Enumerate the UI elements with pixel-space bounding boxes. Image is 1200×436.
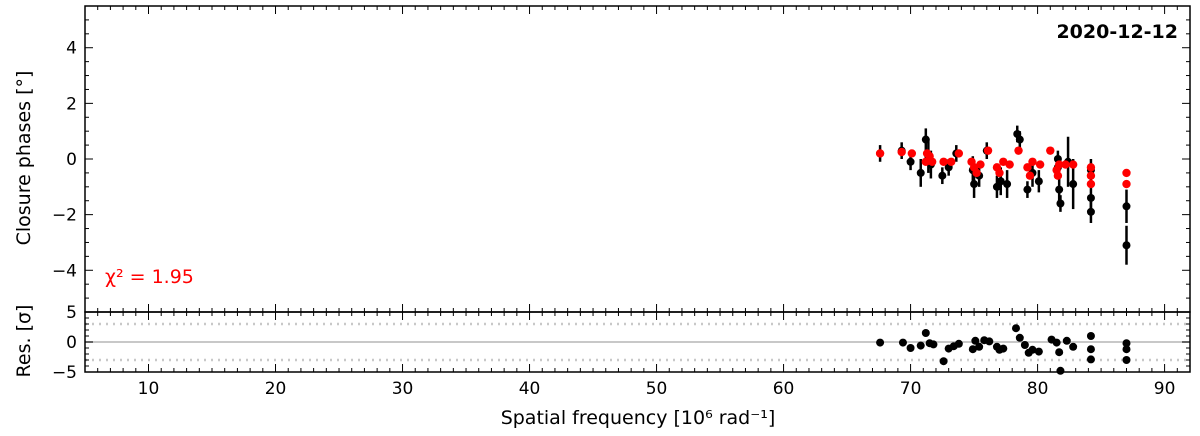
observed-point [1034, 177, 1043, 186]
model-point [1061, 160, 1070, 169]
observed-point [1069, 180, 1078, 189]
residual-point [1086, 332, 1095, 340]
model-point [1086, 171, 1096, 180]
model-point [1054, 160, 1064, 169]
observed-point [938, 171, 947, 180]
model-point [1086, 163, 1096, 172]
model-point [1046, 146, 1055, 155]
model-point [995, 168, 1004, 178]
residual-point [954, 339, 963, 348]
model-point [927, 157, 937, 166]
residual-point [968, 345, 977, 354]
residual-panel: 10 20 30 40 50 60 70 80 90 −5 0 5 [52, 303, 1191, 399]
y-tick-label: −2 [52, 206, 77, 226]
y-tick-label: 0 [66, 150, 77, 170]
residual-point [906, 344, 915, 352]
model-point [939, 157, 948, 166]
residual-point [898, 338, 907, 347]
residual-point [1015, 333, 1024, 342]
observed-point [906, 157, 915, 166]
observed-point [1122, 241, 1131, 250]
residual-point [1055, 348, 1064, 357]
residual-point [1056, 366, 1065, 375]
model-point [907, 149, 917, 158]
model-point [1053, 171, 1063, 180]
date-label: 2020-12-12 [1056, 21, 1178, 43]
residual-point [1020, 341, 1029, 349]
x-tick-label: 60 [773, 379, 795, 399]
model-point [897, 147, 906, 157]
x-tick-label: 30 [392, 379, 414, 399]
model-point [983, 146, 993, 155]
residual-point [921, 329, 930, 337]
observed-point [1003, 180, 1012, 189]
x-tick-label: 40 [519, 379, 541, 399]
residual-point [985, 337, 994, 346]
y-tick-label: 0 [66, 333, 77, 353]
residual-point [999, 344, 1008, 353]
y-tick-label: 4 [66, 39, 77, 59]
observed-point [996, 177, 1005, 186]
residual-point [1122, 345, 1131, 354]
model-point [1014, 146, 1023, 155]
x-tick-label: 20 [265, 379, 287, 399]
observed-point [1086, 193, 1095, 202]
closure-phase-panel: −4 −2 0 2 4 [52, 5, 1191, 313]
model-point [1068, 160, 1078, 169]
residual-point [1034, 347, 1043, 356]
top-frame [84, 5, 1191, 313]
model-point [954, 149, 964, 158]
observed-point [1015, 135, 1024, 144]
model-point [976, 160, 985, 169]
model-point [875, 149, 885, 158]
model-point [972, 168, 981, 178]
residual-point [1062, 336, 1071, 345]
residual-point [1122, 356, 1131, 364]
observed-point [1056, 199, 1065, 208]
model-point [1025, 171, 1035, 180]
residual-point [1069, 342, 1078, 351]
x-tick-label: 90 [1154, 379, 1176, 399]
residual-point [1086, 345, 1095, 354]
observed-point [1122, 202, 1131, 211]
residual-point [939, 357, 948, 366]
model-point [1005, 160, 1014, 169]
x-tick-label: 80 [1027, 379, 1049, 399]
y-tick-label: 2 [66, 94, 77, 114]
observed-point [970, 180, 979, 189]
residual-point [1028, 345, 1037, 354]
model-point [947, 157, 956, 166]
model-point [1122, 179, 1131, 189]
observed-point [1086, 207, 1095, 216]
residual-point [1086, 355, 1095, 364]
model-point [999, 157, 1008, 166]
y-axis-title-closure-phases: Closure phases [°] [13, 71, 35, 246]
y-axis-title-residuals: Res. [σ] [13, 305, 35, 378]
residual-point [916, 341, 925, 350]
model-point [1028, 157, 1037, 166]
residual-point [971, 336, 980, 345]
x-axis-title: Spatial frequency [10⁶ rad⁻¹] [501, 407, 776, 429]
residual-point [876, 338, 885, 347]
residual-point [975, 342, 984, 351]
observed-point [1023, 185, 1032, 194]
residual-point [1122, 339, 1131, 348]
y-tick-label: −5 [52, 363, 77, 383]
residual-point [929, 340, 938, 349]
observed-point [916, 168, 925, 177]
x-tick-label: 50 [646, 379, 668, 399]
y-tick-label: 5 [66, 303, 77, 323]
residual-point [1052, 338, 1061, 347]
observed-point [1055, 185, 1064, 194]
y-tick-label: −4 [52, 261, 77, 281]
model-point [1035, 160, 1045, 169]
model-point [1023, 163, 1032, 172]
chi-square-annotation: χ² = 1.95 [105, 266, 194, 288]
residual-point [1011, 324, 1020, 333]
x-tick-label: 10 [138, 379, 160, 399]
model-point [1086, 179, 1096, 189]
model-point [1122, 168, 1131, 178]
x-tick-label: 70 [900, 379, 922, 399]
